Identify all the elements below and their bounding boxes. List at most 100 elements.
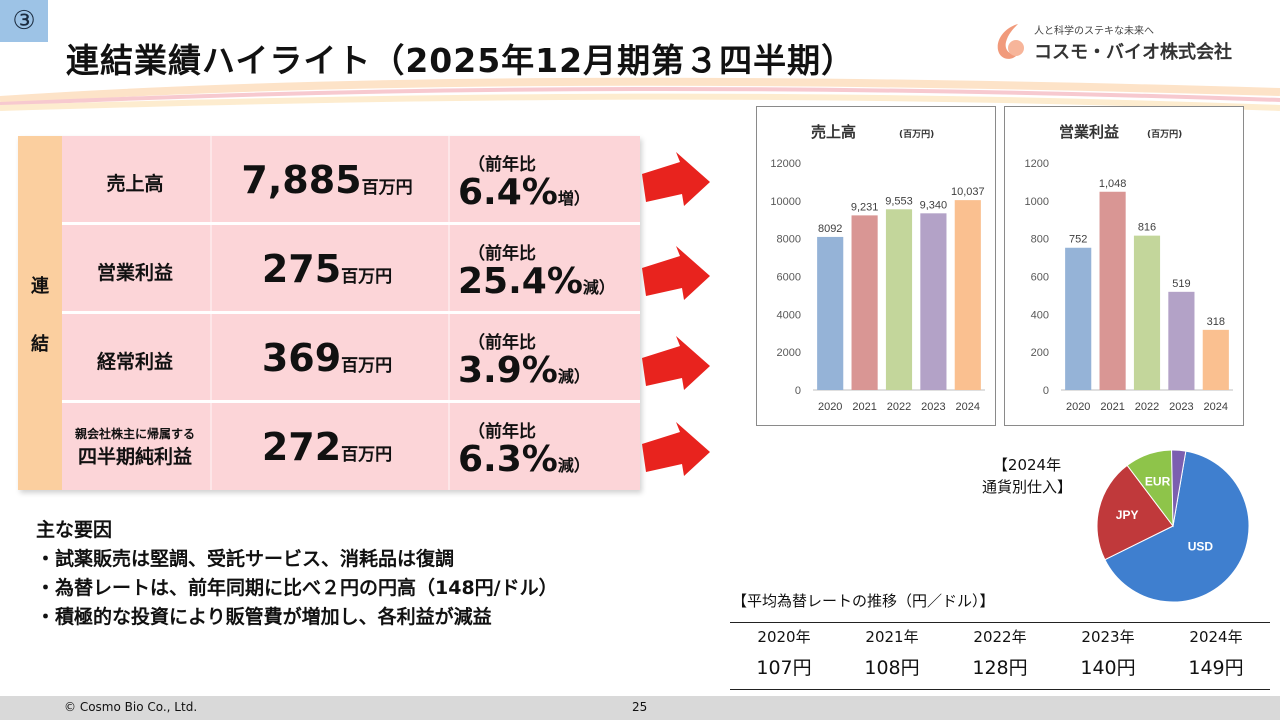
main-factors: 主な要因 ・試薬販売は堅調、受託サービス、消耗品は復調 ・為替レートは、前年同期… [36,516,558,632]
rate-value: 107円 [756,657,812,679]
arrow-right-icon [642,152,710,206]
operating-profit-bar-chart-svg: 0 200 400 600 800 1000 1200 752 2020 1,048 2021 816… [1025,158,1233,413]
arrow-right-icon [642,422,710,476]
slide-number-badge: ③ [0,0,48,42]
arrow-right-icon [642,336,710,390]
factor-item: ・積極的な投資により販管費が増加し、各利益が減益 [36,606,492,628]
currency-pie-chart: USD JPY EUR [1096,449,1250,603]
pie-slice-USD [1104,450,1250,603]
rate-value: 149円 [1188,657,1244,679]
factors-heading: 主な要因 [36,519,113,541]
data-label: 318 [1207,316,1225,328]
kpi-value: 275百万円 [261,247,393,291]
bar-2020 [817,236,844,390]
kpi-value: 7,885百万円 [241,158,413,202]
y-tick-label: 12000 [770,158,801,170]
sales-chart: 売上高 (百万円) 0 2000 4000 6000 8000 10000 12000 809… [756,106,996,426]
rate-years-row: 2020年 2021年 2022年 2023年 2024年 [730,623,1270,651]
pie-slice-other [1171,449,1187,527]
data-label: 10,037 [951,186,985,198]
factor-item: ・為替レートは、前年同期に比べ２円の円高（148円/ドル） [36,577,558,599]
logo-tagline: 人と科学のステキな未来へ [1034,26,1154,37]
factor-item: ・試薬販売は堅調、受託サービス、消耗品は復調 [36,548,455,570]
sales-bar-chart-svg: 0 2000 4000 6000 8000 10000 12000 8092 2020 9,231… [770,158,985,413]
side-label-char: 連 [31,276,49,297]
rate-year: 2022年 [973,628,1027,646]
chart-unit: (百万円) [899,130,935,140]
kpi-row-ordinary-profit: 経常利益 369百万円 （前年比 3.9%減） [62,314,640,400]
kpi-row-net-income: 親会社株主に帰属する 四半期純利益 272百万円 （前年比 6.3%減） [62,403,640,490]
kpi-table: 連 結 売上高 7,885百万円 （前年比 6.4%増） 営業利益 275百万円 … [18,136,640,490]
y-tick-label: 6000 [777,272,801,284]
kpi-value: 272百万円 [261,425,393,469]
x-tick-label: 2023 [1169,401,1193,413]
x-tick-label: 2020 [1066,401,1090,413]
company-logo: 人と科学のステキな未来へ コスモ・バイオ株式会社 [990,18,1232,68]
page-title: 連結業績ハイライト（2025年12月期第３四半期） [66,41,856,80]
bar-2021 [851,215,878,390]
kpi-label: 営業利益 [96,262,173,284]
bar-2021 [1099,191,1126,390]
logo-mark-icon [997,24,1024,59]
pie-label: USD [1188,539,1214,553]
y-tick-label: 800 [1031,234,1049,246]
rate-value: 128円 [972,657,1028,679]
side-label-char: 結 [31,334,49,355]
x-tick-label: 2024 [956,401,980,413]
x-tick-label: 2023 [921,401,945,413]
kpi-value: 369百万円 [261,336,393,380]
y-tick-label: 1000 [1025,196,1049,208]
exchange-rate-table: 2020年 2021年 2022年 2023年 2024年 107円 108円 … [730,622,1270,690]
footer: © Cosmo Bio Co., Ltd. 25 [0,696,1280,720]
pie-slice-JPY [1096,464,1174,561]
pie-label: EUR [1145,474,1171,488]
kpi-label: 経常利益 [96,351,173,373]
y-tick-label: 400 [1031,309,1049,321]
rate-year: 2020年 [757,628,811,646]
rate-value: 140円 [1080,657,1136,679]
footer-page-number: 25 [632,700,648,714]
data-label: 9,231 [851,201,879,213]
y-tick-label: 4000 [777,309,801,321]
y-tick-label: 10000 [770,196,801,208]
x-tick-label: 2020 [818,401,842,413]
rate-year: 2021年 [865,628,919,646]
chart-title: 売上高 [811,123,857,141]
bar-2024 [954,200,981,390]
rate-values-row: 107円 108円 128円 140円 149円 [730,651,1270,689]
kpi-label: 親会社株主に帰属する 四半期純利益 [74,427,195,468]
x-tick-label: 2022 [887,401,911,413]
data-label: 1,048 [1099,178,1127,190]
chart-title: 営業利益 [1059,123,1120,141]
exchange-rate-title: 【平均為替レートの推移（円／ドル）】 [732,592,995,610]
operating-profit-chart: 営業利益 (百万円) 0 200 400 600 800 1000 1200 752 2020 1… [1004,106,1244,426]
logo-company-name: コスモ・バイオ株式会社 [1034,42,1232,63]
x-tick-label: 2022 [1135,401,1159,413]
rate-year: 2023年 [1081,628,1135,646]
arrow-right-icon [642,246,710,300]
x-tick-label: 2021 [1100,401,1124,413]
bar-2022 [885,209,913,390]
kpi-label: 売上高 [106,173,164,195]
data-label: 9,340 [920,199,948,211]
y-tick-label: 0 [1043,385,1049,397]
data-label: 816 [1138,222,1156,234]
pie-label: JPY [1116,508,1139,522]
kpi-row-sales: 売上高 7,885百万円 （前年比 6.4%増） [62,136,640,222]
y-tick-label: 600 [1031,272,1049,284]
x-tick-label: 2024 [1204,401,1228,413]
chart-unit: (百万円) [1147,130,1183,140]
bar-2023 [920,213,947,390]
bar-2020 [1065,247,1092,390]
consolidated-side-label: 連 結 [18,136,62,490]
data-label: 752 [1069,234,1087,246]
y-tick-label: 2000 [777,347,801,359]
y-tick-label: 1200 [1025,158,1049,170]
rate-value: 108円 [864,657,920,679]
kpi-row-operating-profit: 営業利益 275百万円 （前年比 25.4%減） [62,225,640,311]
bar-2022 [1133,235,1161,390]
bar-2023 [1168,291,1195,390]
x-tick-label: 2021 [852,401,876,413]
bar-2024 [1202,329,1229,390]
title-swoosh-decoration [0,77,1280,111]
